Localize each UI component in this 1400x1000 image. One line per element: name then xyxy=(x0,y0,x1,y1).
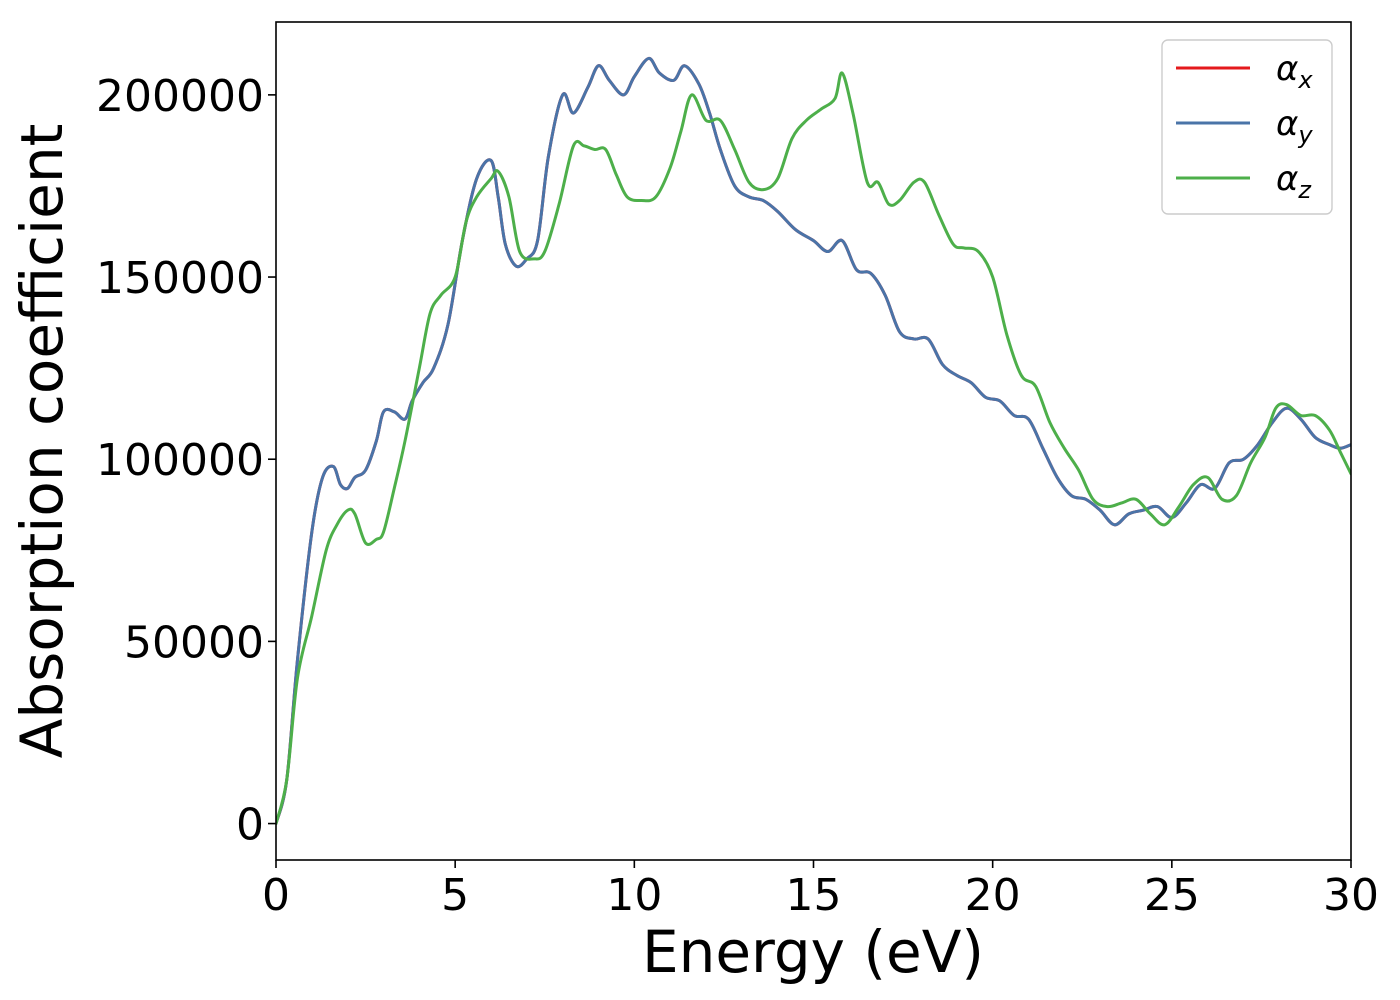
legend-label-x: αx xyxy=(1276,49,1313,94)
y-tick-label: 0 xyxy=(236,800,264,851)
x-axis-title: Energy (eV) xyxy=(642,918,984,986)
y-tick-label: 200000 xyxy=(96,71,264,122)
y-tick-label: 150000 xyxy=(96,253,264,304)
x-tick-label: 5 xyxy=(441,870,469,921)
x-tick-label: 0 xyxy=(262,870,290,921)
x-tick-label: 30 xyxy=(1323,870,1379,921)
x-tick-label: 20 xyxy=(965,870,1021,921)
x-tick-label: 15 xyxy=(786,870,842,921)
x-tick-label: 25 xyxy=(1144,870,1200,921)
y-axis-ticks: 0 50000 100000 150000 200000 xyxy=(96,71,276,851)
series-line-y xyxy=(276,56,1351,826)
y-tick-label: 50000 xyxy=(124,617,264,668)
plot-area xyxy=(275,21,1352,861)
x-tick-label: 10 xyxy=(606,870,662,921)
legend: αx αy αz xyxy=(1161,39,1333,215)
series-line-z xyxy=(276,71,1351,826)
legend-label-z: αz xyxy=(1276,159,1312,204)
legend-label-y: αy xyxy=(1276,104,1313,149)
series-layer xyxy=(276,56,1351,826)
legend-box xyxy=(1161,39,1333,215)
y-tick-label: 100000 xyxy=(96,435,264,486)
x-axis-ticks: 0 5 10 15 20 25 30 xyxy=(262,860,1379,921)
y-axis-title: Absorption coefficient xyxy=(8,124,76,759)
